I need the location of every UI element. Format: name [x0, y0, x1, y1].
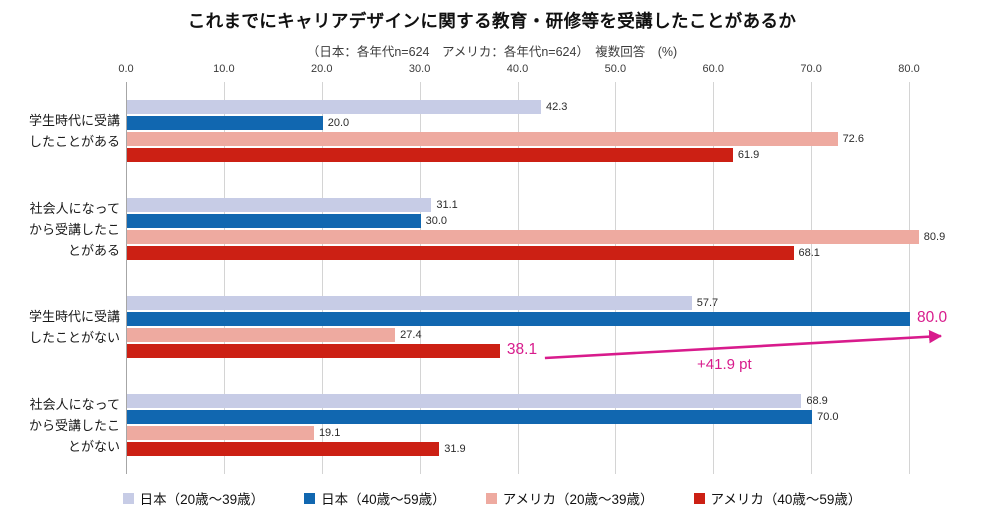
legend-label: アメリカ（40歳〜59歳） [710, 492, 862, 507]
legend-swatch-icon [693, 492, 705, 504]
category-label-line: 学生時代に受講 [28, 113, 120, 128]
bar[interactable] [127, 296, 692, 310]
x-axis-tick-label: 70.0 [800, 63, 822, 75]
bar-value-label: 31.9 [444, 443, 466, 455]
x-axis-tick-label: 10.0 [213, 63, 235, 75]
category-label-line: 学生時代に受講 [28, 309, 120, 324]
bar[interactable] [127, 148, 733, 162]
bar[interactable] [127, 410, 813, 424]
gridline [615, 82, 617, 474]
x-axis-tick-labels: 0.0 10.0 20.0 30.0 40.0 50.0 60.0 70.0 80.0 [0, 63, 984, 79]
bar-value-label: 61.9 [737, 149, 760, 161]
bar-value-label: 70.0 [817, 411, 839, 423]
legend-label: 日本（40歳〜59歳） [321, 492, 446, 507]
chart-legend: 日本（20歳〜39歳） 日本（40歳〜59歳） アメリカ（20歳〜39歳） アメリカ（… [0, 486, 984, 510]
gridline [517, 82, 519, 474]
x-axis-tick-label: 40.0 [506, 63, 529, 75]
bar-value-label: 42.3 [546, 101, 568, 113]
category-label-line: とがない [67, 438, 120, 454]
gridline [713, 82, 715, 474]
x-axis-tick-label: 30.0 [408, 63, 431, 75]
bar[interactable] [127, 100, 541, 114]
bar[interactable] [127, 328, 396, 342]
category-label-line: したことがない [28, 330, 120, 345]
bar[interactable] [127, 198, 432, 212]
gridline [419, 82, 421, 474]
category-label-line: とがある [67, 242, 120, 258]
bar-value-label: 80.0 [917, 309, 948, 326]
legend-swatch-icon [304, 492, 316, 504]
x-axis-tick-label: 80.0 [898, 63, 920, 75]
bar-value-label: 38.1 [506, 341, 538, 358]
legend-swatch-icon [122, 492, 134, 504]
bar-value-label: 68.1 [798, 247, 820, 259]
category-label-line: したことがある [28, 134, 120, 149]
category-label-line: 社会人になって [29, 396, 120, 412]
category-label-line: から受講したこ [28, 221, 120, 237]
bar-value-label: 72.6 [842, 133, 864, 145]
legend-label: 日本（20歳〜39歳） [139, 492, 265, 507]
bar[interactable] [127, 344, 500, 358]
bar[interactable] [127, 394, 802, 408]
legend-item[interactable]: アメリカ（20歳〜39歳） [485, 488, 654, 508]
bar[interactable] [127, 246, 794, 260]
bar-value-label: 19.1 [318, 427, 341, 439]
gridline [321, 82, 323, 474]
bar-value-label: 27.4 [400, 329, 422, 341]
x-axis-tick-label: 60.0 [702, 63, 724, 75]
x-axis-tick-label: 0.0 [118, 63, 134, 75]
legend-label: アメリカ（20歳〜39歳） [502, 492, 654, 507]
bar[interactable] [127, 116, 323, 130]
gridline [126, 82, 127, 474]
category-label-line: から受講したこ [28, 417, 120, 433]
plot-area: 42.3 20.0 72.6 61.9 31.1 30.0 80.9 68.1 57.7 80.0… [126, 82, 947, 474]
bar-value-label: 68.9 [806, 395, 828, 407]
y-axis-category-labels: 学生時代に受講 したことがある 社会人になって から受講したこ とがある 学生時代に受講し… [0, 82, 120, 474]
bar-value-label: 31.1 [436, 199, 458, 211]
legend-item[interactable]: 日本（20歳〜39歳） [122, 488, 265, 508]
bar[interactable] [127, 214, 421, 228]
gridline [909, 82, 910, 474]
legend-item[interactable]: アメリカ（40歳〜59歳） [693, 488, 862, 508]
bar[interactable] [127, 442, 440, 456]
bar-value-label: 57.7 [696, 297, 719, 309]
legend-swatch-icon [485, 492, 497, 504]
delta-annotation-label: +41.9 pt [697, 356, 752, 373]
bar[interactable] [127, 132, 838, 146]
bar-value-label: 80.9 [923, 231, 946, 243]
x-axis-tick-label: 50.0 [604, 63, 627, 75]
chart-title: これまでにキャリアデザインに関する教育・研修等を受講したことがあるか [187, 11, 797, 31]
chart-subtitle: （日本：各年代n=624 アメリカ：各年代n=624） 複数回答 (%) [306, 45, 678, 59]
legend-item[interactable]: 日本（40歳〜59歳） [304, 488, 446, 508]
x-axis-tick-label: 20.0 [311, 63, 333, 75]
bar[interactable] [127, 230, 919, 244]
gridline [811, 82, 813, 474]
gridline [223, 82, 225, 474]
bar-value-label: 20.0 [327, 117, 350, 129]
bar-value-label: 30.0 [425, 215, 448, 227]
bar[interactable] [127, 312, 910, 326]
category-label-line: 社会人になって [29, 200, 120, 216]
bar[interactable] [127, 426, 314, 440]
